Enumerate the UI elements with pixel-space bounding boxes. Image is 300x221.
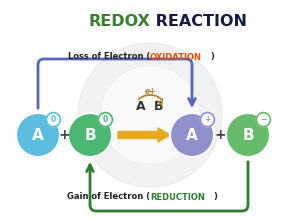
Text: B: B [242,128,254,143]
Circle shape [16,113,60,157]
FancyArrowPatch shape [87,162,248,211]
Circle shape [78,43,222,187]
Text: B: B [84,128,96,143]
Text: REDUCTION: REDUCTION [150,192,205,202]
Text: e+: e+ [144,86,156,95]
Circle shape [46,113,60,127]
Text: Gain of Electron (: Gain of Electron ( [67,192,150,202]
Text: A: A [186,128,198,143]
Circle shape [170,113,214,157]
FancyArrow shape [118,128,170,142]
Circle shape [98,113,112,127]
Text: B: B [154,101,164,114]
FancyArrowPatch shape [38,59,195,108]
Text: +: + [204,115,211,124]
Text: REACTION: REACTION [150,14,247,29]
Text: A: A [32,128,44,143]
Text: 0: 0 [103,115,108,124]
Circle shape [226,113,270,157]
Circle shape [102,67,198,163]
Text: −: − [260,115,267,124]
Text: 0: 0 [51,115,56,124]
Text: ): ) [213,192,217,202]
Circle shape [68,113,112,157]
Text: +: + [58,128,70,142]
Text: +: + [214,128,226,142]
Circle shape [200,113,214,127]
Text: ): ) [210,53,214,61]
Text: Loss of Electron (: Loss of Electron ( [68,53,150,61]
Text: REDOX: REDOX [88,14,150,29]
Circle shape [256,113,270,127]
Text: OXIDATION: OXIDATION [150,53,202,61]
Text: A: A [136,101,146,114]
